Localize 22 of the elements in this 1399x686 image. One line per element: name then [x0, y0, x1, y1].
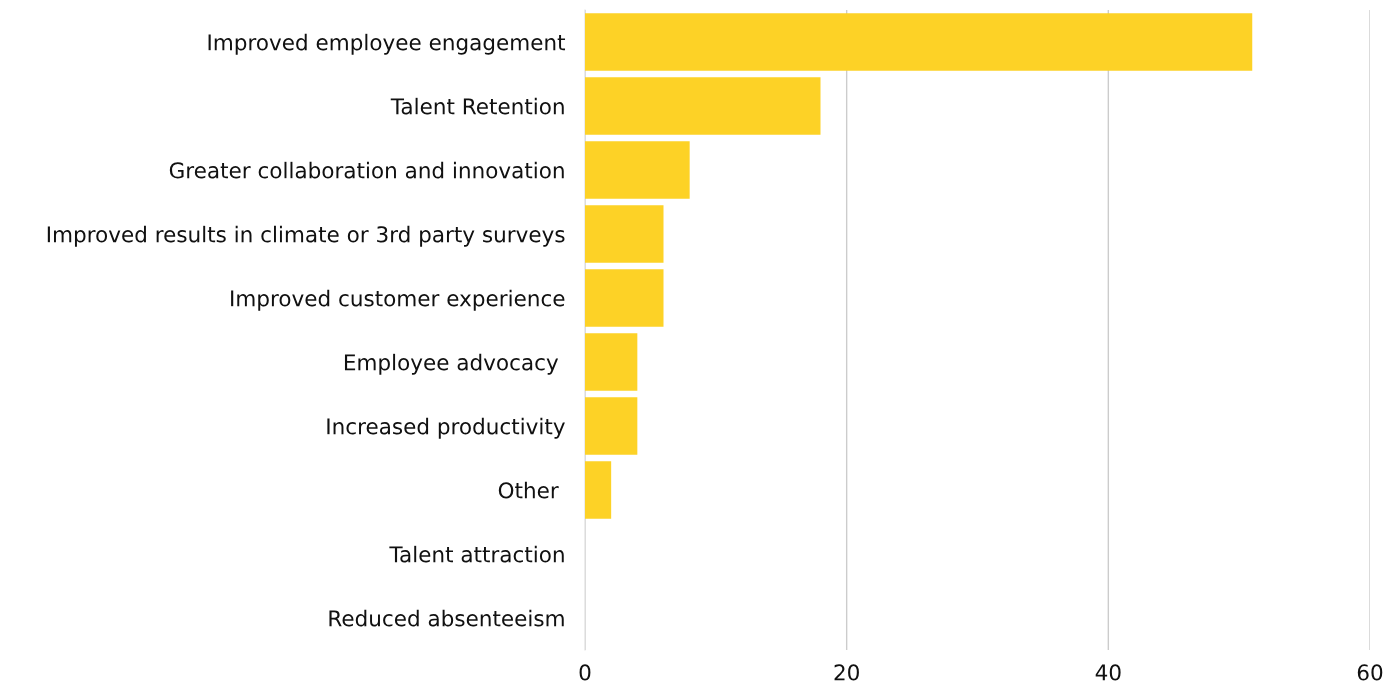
- y-tick-label: Greater collaboration and innovation: [169, 161, 564, 179]
- y-tick-label: Talent attraction: [389, 545, 564, 563]
- bar: [585, 461, 612, 519]
- y-tick-label: Improved employee engagement: [208, 33, 566, 55]
- y-tick-label: Other: [498, 481, 559, 499]
- bar: [585, 77, 821, 135]
- x-tick-label: 20: [834, 664, 859, 681]
- y-tick-label: Increased productivity: [327, 417, 565, 439]
- bar: [585, 397, 638, 455]
- y-tick-label: Talent Retention: [390, 97, 564, 115]
- bar: [585, 333, 638, 391]
- bar: [585, 205, 664, 263]
- y-tick-label: Reduced absenteeism: [329, 609, 564, 627]
- y-tick-label: Improved results in climate or 3rd party surveys: [47, 225, 565, 247]
- x-tick-label: 60: [1357, 664, 1383, 681]
- y-tick-label: Employee advocacy: [344, 353, 559, 375]
- x-tick-label: 0: [579, 664, 591, 681]
- y-tick-label: Improved customer experience: [231, 289, 565, 311]
- bar: [585, 141, 690, 199]
- x-tick-label: 40: [1095, 664, 1121, 681]
- bar: [585, 269, 664, 327]
- bar: [585, 13, 1253, 71]
